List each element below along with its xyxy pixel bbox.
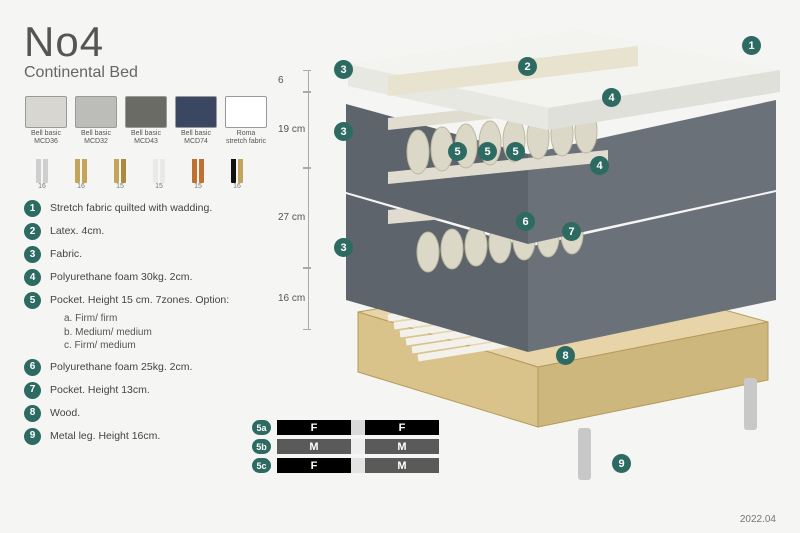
callout-bullet: 8: [556, 346, 575, 365]
dimension-label: 6: [284, 70, 332, 92]
callout-bullet: 3: [334, 238, 353, 257]
callout-bullet: 1: [742, 36, 761, 55]
callout-bullet: 3: [334, 122, 353, 141]
fabric-swatch: Romastretch fabric: [224, 96, 268, 145]
callout-bullet: 2: [518, 57, 537, 76]
callout-bullet: 7: [562, 222, 581, 241]
leg-option: 15: [180, 155, 216, 190]
leg-option: 16: [63, 155, 99, 190]
bed-cutaway-diagram: 12343555467389: [328, 22, 788, 482]
fabric-swatch: Bell basicMCD43: [124, 96, 168, 145]
fabric-swatch: Bell basicMCD74: [174, 96, 218, 145]
callout-bullet: 4: [602, 88, 621, 107]
dimension-label: 16 cm: [284, 268, 332, 330]
fabric-swatch: Bell basicMCD32: [74, 96, 118, 145]
bed-svg: [328, 22, 788, 492]
callout-bullet: 5: [448, 142, 467, 161]
callout-bullet: 6: [516, 212, 535, 231]
dimension-label: 27 cm: [284, 168, 332, 268]
callout-bullet: 5: [506, 142, 525, 161]
leg-option: 16: [24, 155, 60, 190]
document-date: 2022.04: [740, 514, 776, 525]
leg-option: 15: [141, 155, 177, 190]
dimension-label: 19 cm: [284, 92, 332, 168]
callout-bullet: 5: [478, 142, 497, 161]
product-infographic: No4 Continental Bed Bell basicMCD36 Bell…: [0, 0, 800, 533]
leg-option: 15: [102, 155, 138, 190]
fabric-swatch: Bell basicMCD36: [24, 96, 68, 145]
callout-bullet: 9: [612, 454, 631, 473]
callout-bullet: 3: [334, 60, 353, 79]
callout-bullet: 4: [590, 156, 609, 175]
leg-option: 16: [219, 155, 255, 190]
